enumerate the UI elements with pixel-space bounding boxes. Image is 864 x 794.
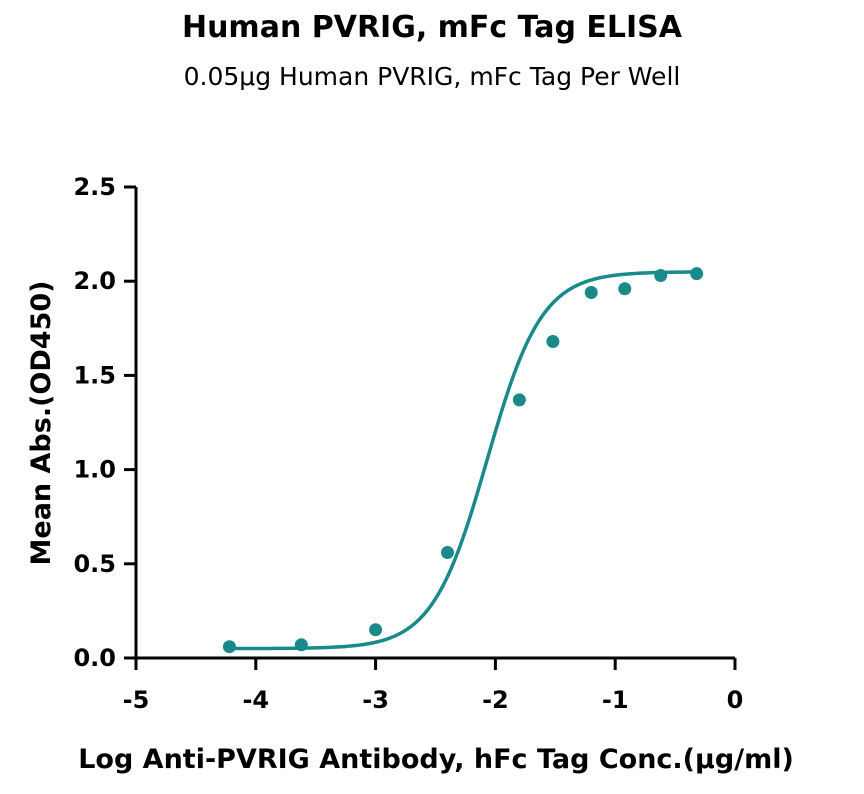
x-tick-label: -5: [123, 686, 150, 714]
x-tick-label: 0: [727, 686, 744, 714]
y-tick-label: 1.5: [73, 361, 116, 389]
x-axis-title: Log Anti-PVRIG Antibody, hFc Tag Conc.(μ…: [78, 744, 794, 775]
y-tick-label: 1.0: [73, 456, 116, 484]
axis-labels: Log Anti-PVRIG Antibody, hFc Tag Conc.(μ…: [26, 281, 794, 775]
data-point: [584, 286, 598, 300]
y-tick-label: 2.0: [73, 267, 116, 295]
data-point: [618, 282, 632, 296]
x-tick-label: -1: [602, 686, 629, 714]
data-point: [512, 393, 526, 407]
data-point: [690, 267, 704, 281]
data-point: [546, 334, 560, 348]
y-axis-title: Mean Abs.(OD450): [26, 281, 57, 566]
chart-title: Human PVRIG, mFc Tag ELISA: [181, 10, 683, 45]
fit-curve: [229, 270, 697, 651]
y-tick-label: 0.5: [73, 550, 116, 578]
y-tick-label: 2.5: [73, 173, 116, 201]
x-tick-label: -4: [242, 686, 269, 714]
chart-subtitle: 0.05μg Human PVRIG, mFc Tag Per Well: [183, 62, 681, 91]
data-point: [369, 623, 383, 637]
fit-curve-layer: [229, 270, 697, 651]
data-point: [222, 640, 236, 654]
x-tick-label: -2: [482, 686, 509, 714]
data-points: [222, 267, 704, 654]
data-point: [294, 638, 308, 652]
y-tick-label: 0.0: [73, 644, 116, 672]
data-point: [654, 269, 668, 283]
axes: 0.0 0.5 1.0 1.5 2.0 2.5 -5 -4 -3 -2 -1 0: [73, 173, 743, 714]
x-tick-label: -3: [362, 686, 389, 714]
data-point: [440, 545, 454, 559]
